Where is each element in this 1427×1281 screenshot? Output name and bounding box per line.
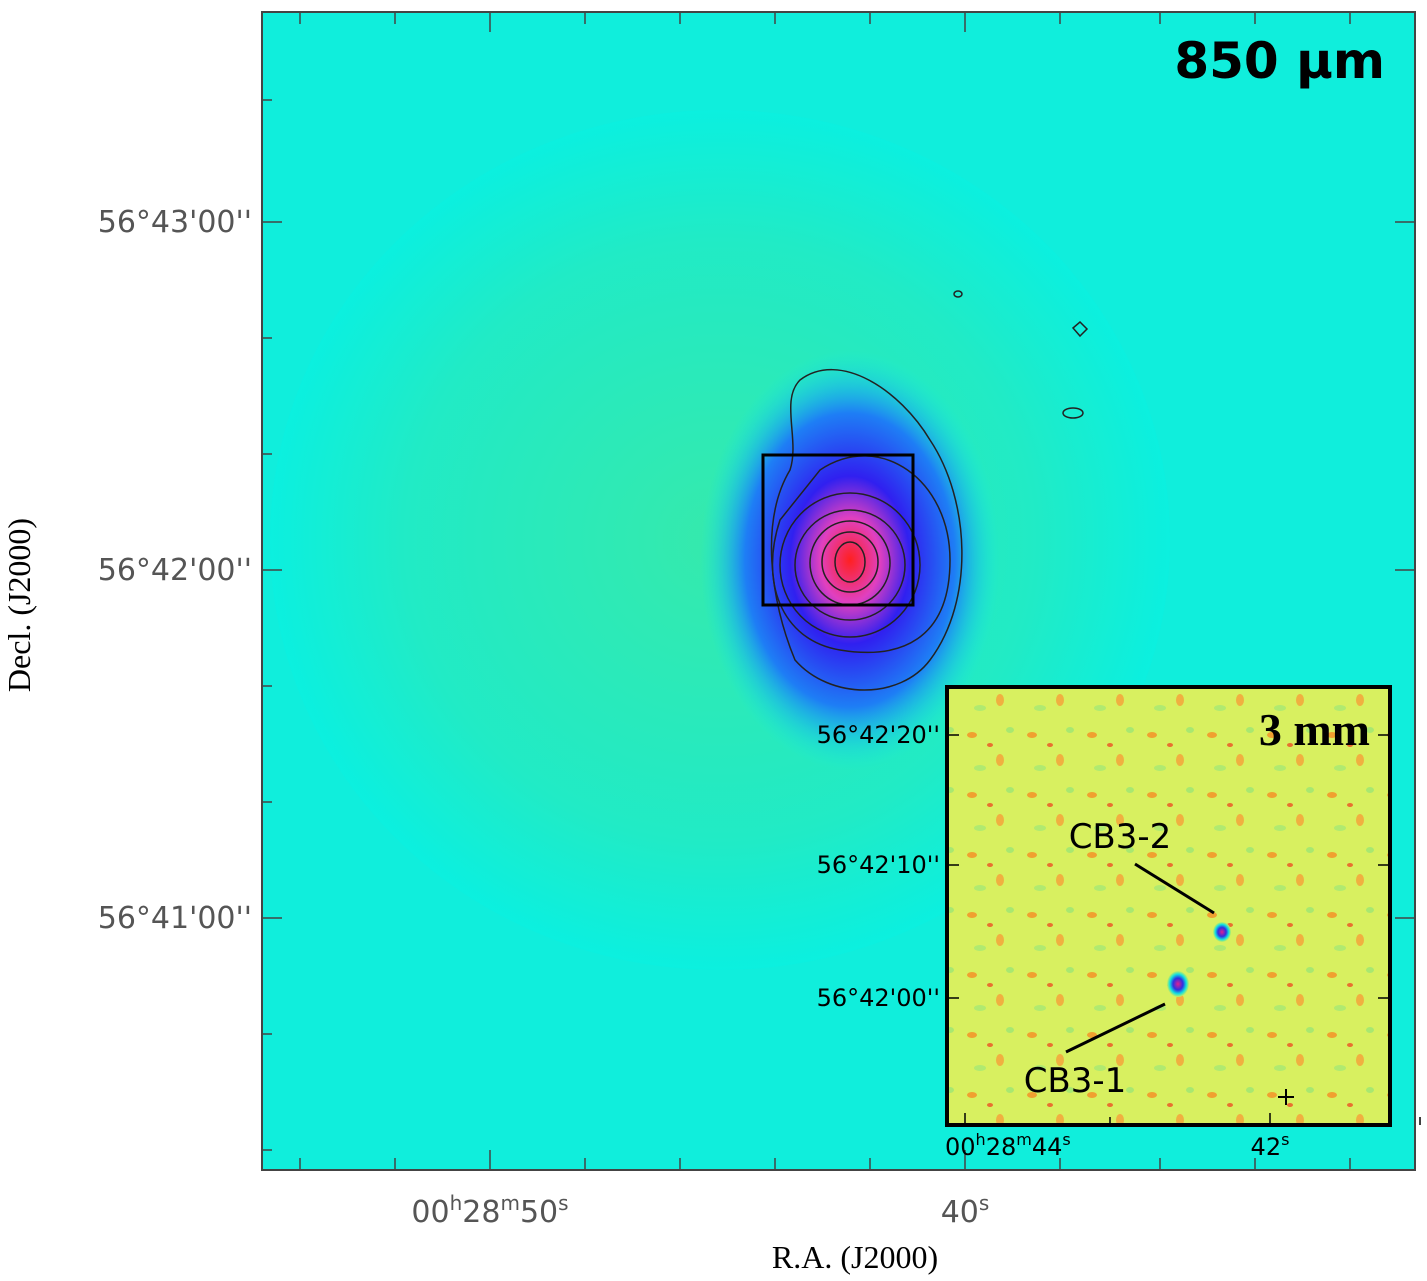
contours bbox=[770, 290, 1089, 691]
tick-part: 28 bbox=[462, 1195, 500, 1230]
inset-x-tick-label: 00h28m44s bbox=[945, 1130, 1071, 1161]
source-label: CB3-1 bbox=[1024, 1061, 1127, 1101]
x-tick-label: 40s bbox=[941, 1191, 990, 1230]
tick-part: s bbox=[979, 1191, 989, 1215]
y-tick-label: 56°43'00'' bbox=[98, 205, 252, 240]
inset-map bbox=[945, 685, 1392, 1127]
inset-y-tick-label: 56°42'20'' bbox=[817, 721, 940, 749]
source-blob bbox=[1213, 922, 1231, 942]
tick-part: s bbox=[1062, 1130, 1070, 1149]
x-tick-label: 00h28m50s bbox=[411, 1191, 568, 1230]
tick-part: h bbox=[976, 1130, 986, 1149]
inset-y-tick-label: 56°42'10'' bbox=[817, 851, 940, 879]
tick-part: m bbox=[1016, 1130, 1032, 1149]
source-label: CB3-2 bbox=[1069, 817, 1172, 857]
source-blob bbox=[1167, 971, 1189, 997]
tick-part: 50 bbox=[520, 1195, 558, 1230]
zoom-box bbox=[761, 453, 915, 607]
panel-label: 850 μm bbox=[1174, 32, 1385, 90]
ticks bbox=[262, 12, 1415, 1170]
y-tick-label: 56°41'00'' bbox=[98, 901, 252, 936]
y-axis-label: Decl. (J2000) bbox=[1, 518, 37, 692]
tick-part: h bbox=[450, 1191, 463, 1215]
tick-part: 00 bbox=[411, 1195, 449, 1230]
frame bbox=[261, 11, 1416, 1171]
tick-part: 28 bbox=[986, 1133, 1017, 1161]
tick-part: m bbox=[500, 1191, 519, 1215]
tick-part: s bbox=[558, 1191, 568, 1215]
x-axis-label: R.A. (J2000) bbox=[772, 1239, 938, 1275]
inset-label: 3 mm bbox=[1259, 704, 1370, 755]
y-tick-label: 56°42'00'' bbox=[98, 553, 252, 588]
tick-part: s bbox=[1281, 1130, 1289, 1149]
inset-ticks bbox=[947, 734, 1421, 1125]
inset-x-tick-label: 42s bbox=[1251, 1130, 1290, 1161]
tick-part: 00 bbox=[945, 1133, 976, 1161]
cross-marker bbox=[1278, 1089, 1294, 1105]
pointer-lines bbox=[1065, 862, 1215, 1054]
inset-y-tick-label: 56°42'00'' bbox=[817, 984, 940, 1012]
tick-part: 42 bbox=[1251, 1133, 1282, 1161]
tick-part: 44 bbox=[1032, 1133, 1063, 1161]
inset-panel: 3 mm CB3-2 CB3-1 56°42'20'' 56°42'10'' 5… bbox=[817, 685, 1421, 1161]
tick-part: 40 bbox=[941, 1195, 979, 1230]
